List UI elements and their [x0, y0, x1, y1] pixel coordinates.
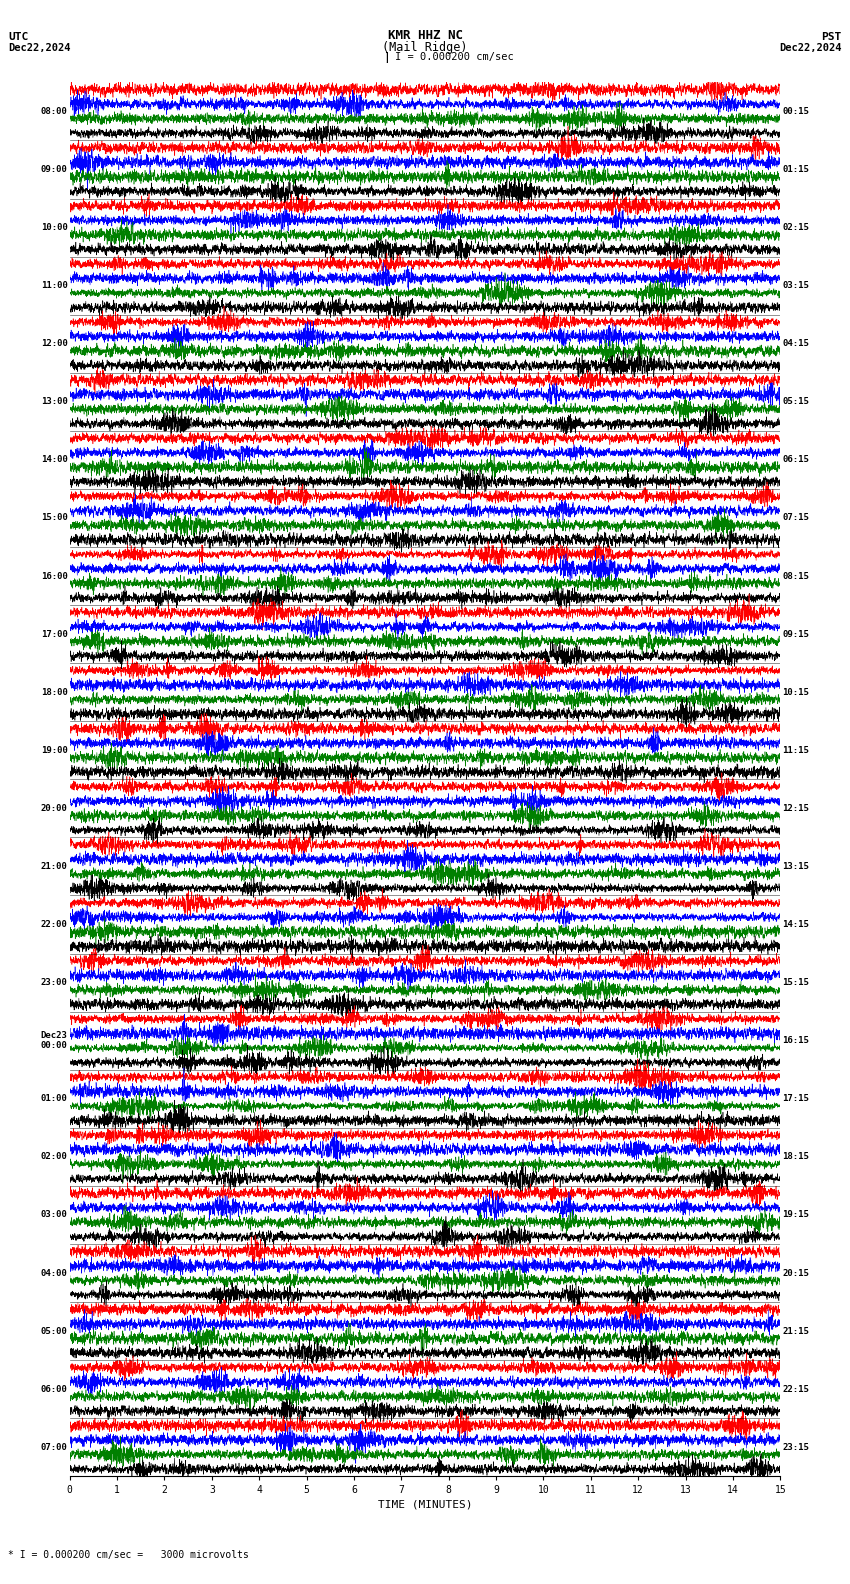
Text: 07:00: 07:00 [41, 1443, 67, 1453]
Text: 18:00: 18:00 [41, 687, 67, 697]
Text: 18:15: 18:15 [783, 1152, 809, 1161]
Text: 23:15: 23:15 [783, 1443, 809, 1453]
Text: I = 0.000200 cm/sec: I = 0.000200 cm/sec [395, 52, 514, 62]
Text: 05:00: 05:00 [41, 1326, 67, 1335]
Text: Dec23
00:00: Dec23 00:00 [41, 1031, 67, 1050]
Text: 22:00: 22:00 [41, 920, 67, 930]
Text: 04:15: 04:15 [783, 339, 809, 348]
Text: 17:00: 17:00 [41, 629, 67, 638]
Text: 10:00: 10:00 [41, 223, 67, 233]
Text: 23:00: 23:00 [41, 977, 67, 987]
Text: 02:00: 02:00 [41, 1152, 67, 1161]
Text: 17:15: 17:15 [783, 1095, 809, 1104]
Text: 03:15: 03:15 [783, 280, 809, 290]
Text: 22:15: 22:15 [783, 1384, 809, 1394]
Text: 09:15: 09:15 [783, 629, 809, 638]
Text: 07:15: 07:15 [783, 513, 809, 523]
Text: 13:00: 13:00 [41, 398, 67, 407]
Text: 01:00: 01:00 [41, 1095, 67, 1104]
Text: Dec22,2024: Dec22,2024 [8, 43, 71, 52]
X-axis label: TIME (MINUTES): TIME (MINUTES) [377, 1500, 473, 1510]
Text: 14:00: 14:00 [41, 455, 67, 464]
Text: 20:15: 20:15 [783, 1269, 809, 1278]
Text: 14:15: 14:15 [783, 920, 809, 930]
Text: 11:15: 11:15 [783, 746, 809, 756]
Text: 03:00: 03:00 [41, 1210, 67, 1220]
Text: 15:15: 15:15 [783, 977, 809, 987]
Text: KMR HHZ NC: KMR HHZ NC [388, 29, 462, 41]
Text: 09:00: 09:00 [41, 165, 67, 174]
Text: Dec22,2024: Dec22,2024 [779, 43, 842, 52]
Text: 13:15: 13:15 [783, 862, 809, 871]
Text: 16:15: 16:15 [783, 1036, 809, 1045]
Text: 20:00: 20:00 [41, 803, 67, 813]
Text: 08:15: 08:15 [783, 572, 809, 581]
Text: 11:00: 11:00 [41, 280, 67, 290]
Text: 19:00: 19:00 [41, 746, 67, 756]
Text: 04:00: 04:00 [41, 1269, 67, 1278]
Text: 15:00: 15:00 [41, 513, 67, 523]
Text: (Mail Ridge): (Mail Ridge) [382, 41, 468, 54]
Text: 21:00: 21:00 [41, 862, 67, 871]
Text: 05:15: 05:15 [783, 398, 809, 407]
Text: 12:00: 12:00 [41, 339, 67, 348]
Text: 06:15: 06:15 [783, 455, 809, 464]
Text: * I = 0.000200 cm/sec =   3000 microvolts: * I = 0.000200 cm/sec = 3000 microvolts [8, 1551, 249, 1560]
Text: 00:15: 00:15 [783, 106, 809, 116]
Text: 08:00: 08:00 [41, 106, 67, 116]
Text: PST: PST [821, 32, 842, 41]
Text: 02:15: 02:15 [783, 223, 809, 233]
Text: 06:00: 06:00 [41, 1384, 67, 1394]
Text: 19:15: 19:15 [783, 1210, 809, 1220]
Text: 16:00: 16:00 [41, 572, 67, 581]
Text: 10:15: 10:15 [783, 687, 809, 697]
Text: 21:15: 21:15 [783, 1326, 809, 1335]
Text: 01:15: 01:15 [783, 165, 809, 174]
Text: 12:15: 12:15 [783, 803, 809, 813]
Text: UTC: UTC [8, 32, 29, 41]
